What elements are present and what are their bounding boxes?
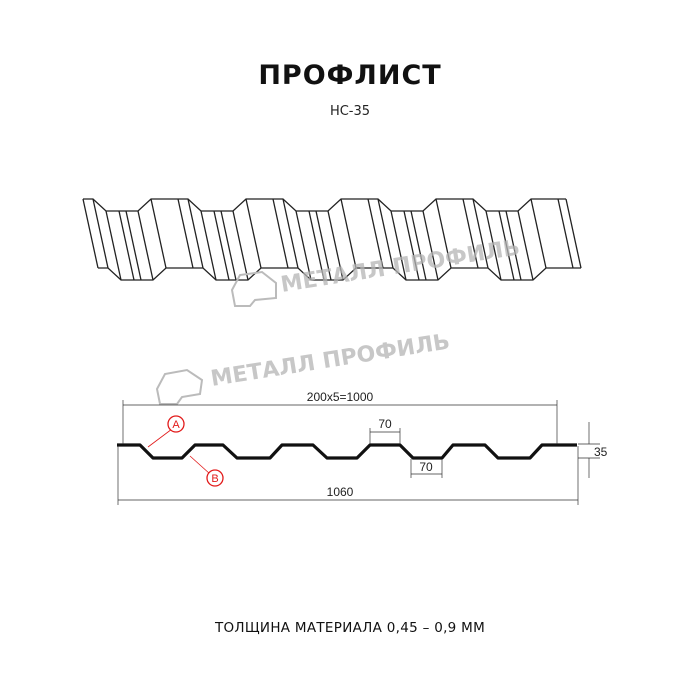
material-thickness-note: ТОЛЩИНА МАТЕРИАЛА 0,45 – 0,9 ММ: [214, 620, 486, 636]
watermark-text: МЕТАЛЛ ПРОФИЛЬ: [279, 235, 522, 297]
watermark-text: МЕТАЛЛ ПРОФИЛЬ: [209, 329, 452, 391]
sheet-rib-line: [125, 210, 142, 281]
sheet-rib-line: [410, 210, 427, 281]
sheet-fold-line: [557, 198, 574, 269]
dimension-lines: [117, 400, 600, 505]
sheet-fold-line: [245, 198, 262, 269]
sheet-fold-line: [282, 198, 299, 269]
watermark-logo: МЕТАЛЛ ПРОФИЛЬ: [230, 235, 522, 307]
sheet-fold-line: [105, 210, 122, 281]
bottom-width-dimension: 70: [419, 460, 433, 474]
marker-a-label: A: [172, 419, 180, 431]
sheet-rib-line: [403, 210, 420, 281]
sheet-fold-line: [422, 210, 439, 281]
sheet-fold-line: [232, 210, 249, 281]
watermark-logo: МЕТАЛЛ ПРОФИЛЬ: [155, 329, 452, 405]
sheet-fold-line: [137, 210, 154, 281]
sheet-fold-line: [82, 198, 99, 269]
sheet-rib-line: [498, 210, 515, 281]
sheet-fold-line: [517, 210, 534, 281]
sheet-fold-line: [390, 210, 407, 281]
sheet-back-edge: [83, 198, 566, 212]
total-width-dimension: 1060: [327, 485, 354, 499]
sheet-rib-line: [315, 210, 332, 281]
sheet-fold-line: [462, 198, 479, 269]
sheet-fold-line: [295, 210, 312, 281]
sheet-rib-line: [213, 210, 230, 281]
sheet-rib-line: [118, 210, 135, 281]
top-width-dimension: 70: [378, 417, 392, 431]
sheet-fold-line: [530, 198, 547, 269]
sheet-fold-line: [187, 198, 204, 269]
sheet-fold-line: [150, 198, 167, 269]
sheet-fold-line: [92, 198, 109, 269]
marker-b: B: [189, 455, 224, 487]
product-model: НС-35: [329, 104, 371, 119]
sheet-fold-line: [272, 198, 289, 269]
sheet-fold-line: [327, 210, 344, 281]
cross-section-profile: [117, 443, 577, 460]
sheet-fold-line: [435, 198, 452, 269]
sheet-fold-line: [472, 198, 489, 269]
sheet-fold-line: [377, 198, 394, 269]
sheet-fold-line: [177, 198, 194, 269]
sheet-fold-line: [565, 198, 582, 269]
page-title: ПРОФЛИСТ: [258, 60, 442, 91]
sheet-fold-line: [485, 210, 502, 281]
pitch-dimension: 200x5=1000: [307, 390, 374, 404]
sheet-rib-line: [505, 210, 522, 281]
marker-b-label: B: [211, 473, 218, 485]
sheet-fold-line: [367, 198, 384, 269]
sheet-fold-line: [340, 198, 357, 269]
sheet-fold-line: [200, 210, 217, 281]
marker-a: A: [147, 415, 185, 448]
isometric-sheet-view: [82, 198, 582, 281]
sheet-rib-line: [220, 210, 237, 281]
sheet-rib-line: [308, 210, 325, 281]
height-dimension: 35: [594, 445, 608, 459]
